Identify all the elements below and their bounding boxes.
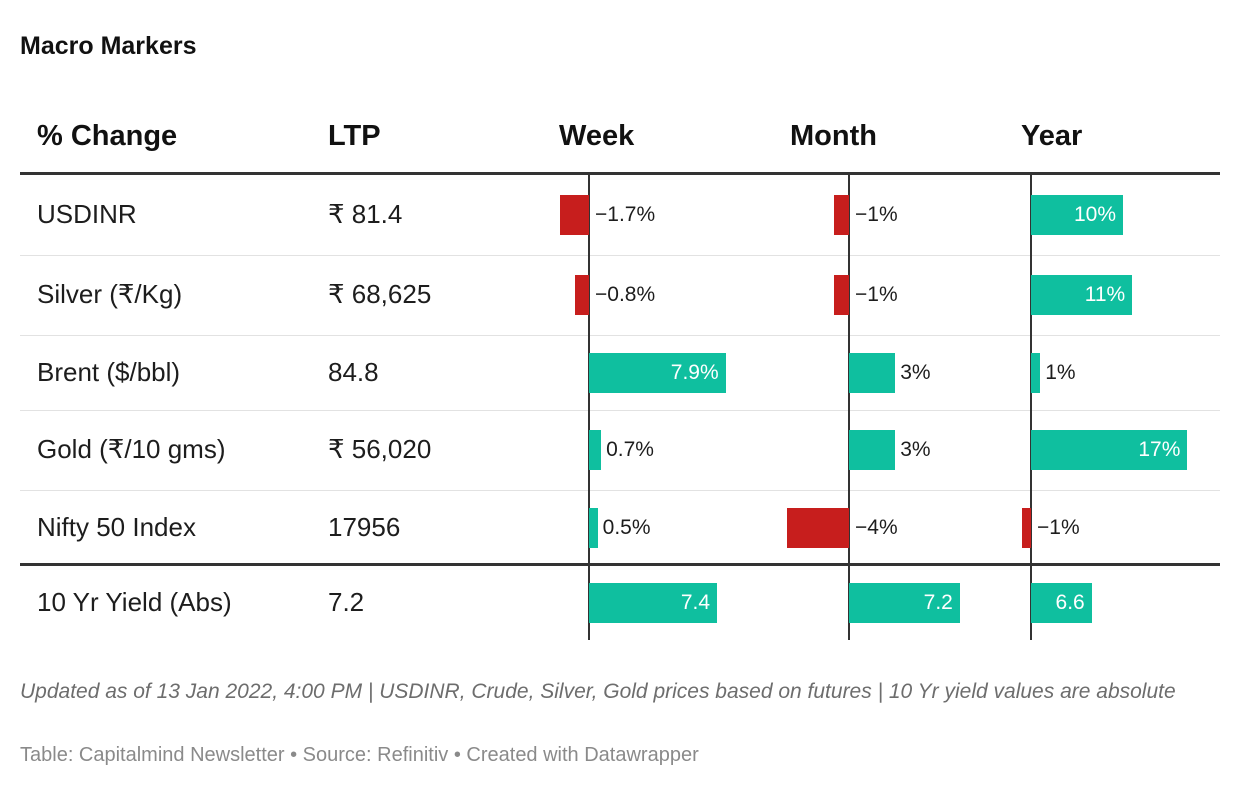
row-label: Nifty 50 Index: [37, 511, 196, 542]
header-name: % Change: [37, 120, 178, 152]
month-value-label: −1%: [855, 203, 898, 226]
year-value-label: 17%: [1138, 438, 1181, 461]
header-month: Month: [790, 120, 877, 152]
row-label: Brent ($/bbl): [37, 356, 181, 387]
header-year: Year: [1021, 120, 1083, 152]
week-bar: [589, 352, 726, 393]
year-axis: [1030, 175, 1032, 640]
month-value-label: 3%: [900, 438, 931, 461]
year-bar: [1021, 507, 1031, 548]
week-value-label: 0.5%: [602, 515, 651, 539]
month-axis: [848, 175, 850, 640]
row-label: Gold (₹/10 gms): [37, 434, 226, 464]
row-label: 10 Yr Yield (Abs): [37, 586, 232, 617]
week-bar: [589, 507, 598, 548]
week-value-label: 7.9%: [670, 360, 719, 384]
week-value-label: 7.4: [680, 590, 711, 614]
week-value-label: −0.8%: [595, 283, 656, 306]
year-bar: [1031, 195, 1123, 235]
ltp-value: ₹ 81.4: [328, 199, 403, 229]
year-bar: [1031, 430, 1188, 470]
month-bar: [833, 195, 849, 235]
chart-title: Macro Markers: [20, 32, 197, 60]
week-value-label: −1.7%: [595, 203, 656, 226]
month-bar: [849, 430, 896, 470]
header-rule: [20, 172, 1220, 175]
header-week: Week: [559, 120, 635, 152]
year-value-label: −1%: [1037, 515, 1080, 539]
chart-footer: Table: Capitalmind Newsletter • Source: …: [20, 744, 699, 766]
row-label: Silver (₹/Kg): [37, 279, 183, 309]
year-bar: [1031, 275, 1133, 315]
week-bar: [589, 430, 602, 470]
month-bar: [833, 275, 849, 315]
ltp-value: 84.8: [328, 356, 379, 387]
week-axis: [588, 175, 590, 640]
row-divider: [20, 255, 1220, 256]
year-value-label: 10%: [1073, 203, 1116, 226]
month-bar: [849, 582, 960, 623]
month-value-label: 3%: [900, 360, 931, 384]
summary-rule: [20, 563, 1220, 566]
header-ltp: LTP: [328, 120, 381, 152]
year-value-label: 11%: [1084, 283, 1126, 306]
chart-notes: Updated as of 13 Jan 2022, 4:00 PM | USD…: [20, 680, 1176, 703]
month-bar: [849, 352, 896, 393]
row-label: USDINR: [37, 199, 137, 229]
ltp-value: 7.2: [328, 586, 365, 617]
ltp-value: ₹ 68,625: [328, 279, 432, 309]
month-value-label: −4%: [855, 515, 898, 539]
month-bar: [787, 507, 849, 548]
week-bar: [575, 275, 589, 315]
month-value-label: −1%: [855, 283, 898, 306]
year-bar: [1031, 352, 1041, 393]
year-bar: [1031, 582, 1092, 623]
ltp-value: 17956: [328, 511, 401, 542]
ltp-value: ₹ 56,020: [328, 434, 432, 464]
month-value-label: 7.2: [923, 590, 953, 614]
row-divider: [20, 335, 1220, 336]
week-bar: [559, 195, 589, 235]
row-divider: [20, 410, 1220, 411]
week-value-label: 0.7%: [606, 438, 654, 461]
week-bar: [589, 582, 718, 623]
year-value-label: 1%: [1045, 360, 1076, 384]
year-value-label: 6.6: [1055, 590, 1085, 614]
row-divider: [20, 490, 1220, 491]
